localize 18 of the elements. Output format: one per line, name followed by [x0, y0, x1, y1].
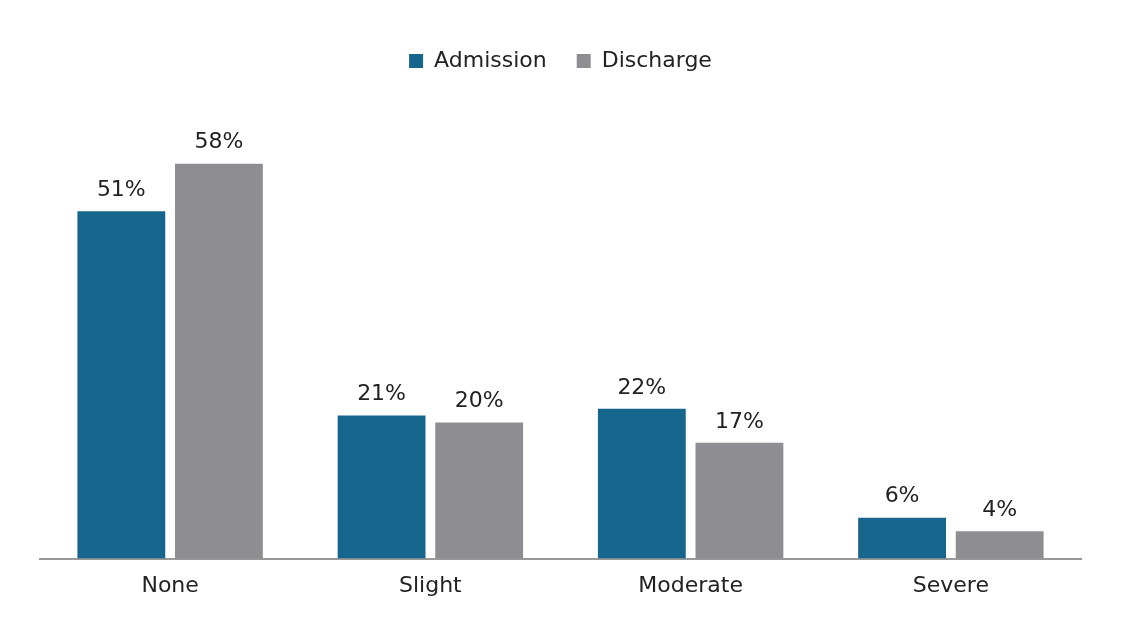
x-tick-label: Slight	[399, 571, 463, 597]
data-label: 51%	[96, 176, 146, 202]
x-tick-label: Severe	[912, 571, 989, 597]
bar	[77, 211, 166, 559]
data-label: 6%	[884, 482, 920, 508]
data-label: 21%	[357, 380, 407, 406]
bar	[858, 517, 946, 559]
x-tick-label: None	[141, 571, 199, 597]
legend-label: Discharge	[601, 46, 712, 72]
legend-label: Admission	[434, 46, 547, 72]
x-tick-label: Moderate	[638, 571, 743, 597]
data-label: 20%	[454, 387, 504, 413]
data-label: 4%	[982, 496, 1018, 522]
data-label: 58%	[194, 128, 244, 154]
data-label: 17%	[714, 407, 764, 433]
bar	[597, 408, 686, 559]
bar	[337, 415, 426, 559]
data-label: 22%	[617, 373, 667, 399]
